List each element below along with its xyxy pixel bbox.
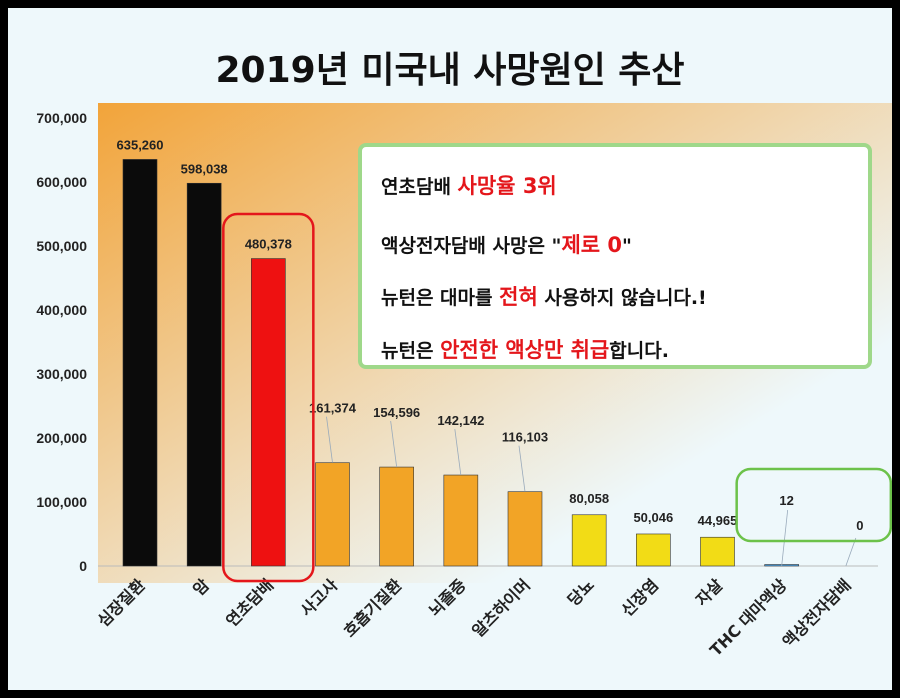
- bar: [251, 258, 286, 567]
- y-tick-label: 600,000: [36, 174, 87, 190]
- highlight-box: [222, 212, 315, 583]
- y-tick-label: 100,000: [36, 494, 87, 510]
- annotation-segment: 안전한 액상만 취급: [440, 338, 609, 362]
- annotation-segment: 뉴턴은: [381, 340, 440, 362]
- annotation-segment: ": [622, 235, 632, 257]
- highlight-box: [735, 467, 892, 543]
- y-tick-label: 500,000: [36, 238, 87, 254]
- bar: [379, 466, 414, 567]
- leader-line: [518, 445, 526, 492]
- category-label: 연초담배: [222, 575, 277, 630]
- y-tick-label: 400,000: [36, 302, 87, 318]
- category-label: 액상전자담배: [779, 575, 855, 651]
- annotation-line: 뉴턴은 대마를 전혀 사용하지 않습니다.!: [381, 285, 707, 309]
- data-label: 480,378: [245, 237, 292, 252]
- annotation-segment: 액상전자담배 사망은 ": [381, 235, 561, 257]
- chart-canvas: 2019년 미국내 사망원인 추산 0 100,000 200,000 300,000…: [36, 50, 892, 660]
- category-label: 호흡기질환: [340, 575, 406, 641]
- leader-line: [326, 416, 333, 463]
- annotation-segment: 사망율 3위: [458, 174, 557, 198]
- data-label: 44,965: [698, 513, 738, 528]
- annotation-segment: 제로 0: [561, 233, 622, 257]
- annotation-line: 연초담배 사망율 3위: [381, 174, 557, 198]
- y-tick-label: 200,000: [36, 430, 87, 446]
- leader-line: [454, 428, 462, 476]
- y-axis: 0 100,000 200,000 300,000 400,000 500,000 600,…: [36, 110, 87, 574]
- chart-frame: 2019년 미국내 사망원인 추산 0 100,000 200,000 300,000…: [8, 8, 892, 690]
- bar: [122, 159, 158, 567]
- data-label: 142,142: [437, 413, 484, 428]
- annotation-line: 뉴턴은 안전한 액상만 취급합니다.: [381, 338, 669, 362]
- y-tick-label: 0: [79, 558, 87, 574]
- annotation-segment: 연초담배: [381, 176, 458, 198]
- data-label: 598,038: [181, 161, 228, 176]
- y-tick-label: 300,000: [36, 366, 87, 382]
- category-label: 심장질환: [94, 575, 149, 630]
- leader-line: [845, 537, 857, 567]
- bar: [315, 462, 350, 567]
- bar: [507, 491, 543, 567]
- bar: [700, 536, 735, 567]
- bar: [186, 182, 222, 567]
- data-label: 161,374: [309, 401, 357, 416]
- annotation-segment: 합니다.: [609, 340, 669, 362]
- category-label: 알츠하이머: [468, 575, 533, 640]
- highlight-boxes: [222, 212, 892, 583]
- annotation-segment: 전혀: [499, 285, 538, 309]
- bar: [443, 474, 479, 567]
- annotation-line: 액상전자담배 사망은 "제로 0": [381, 233, 632, 257]
- chart-title: 2019년 미국내 사망원인 추산: [216, 50, 685, 91]
- bar: [571, 514, 607, 567]
- annotation-segment: 사용하지 않습니다.!: [538, 287, 707, 309]
- data-label: 154,596: [373, 405, 420, 420]
- data-label: 80,058: [569, 491, 609, 506]
- leader-line: [781, 509, 789, 567]
- leader-line: [390, 421, 398, 468]
- data-label: 0: [856, 518, 863, 533]
- annotation-segment: 뉴턴은 대마를: [381, 287, 499, 309]
- annotation-border: [358, 143, 872, 369]
- data-label: 635,260: [117, 137, 164, 152]
- data-label: 12: [779, 493, 793, 508]
- data-label: 116,103: [502, 430, 548, 445]
- data-label: 50,046: [633, 510, 673, 525]
- y-tick-label: 700,000: [36, 110, 87, 126]
- bar: [636, 533, 671, 567]
